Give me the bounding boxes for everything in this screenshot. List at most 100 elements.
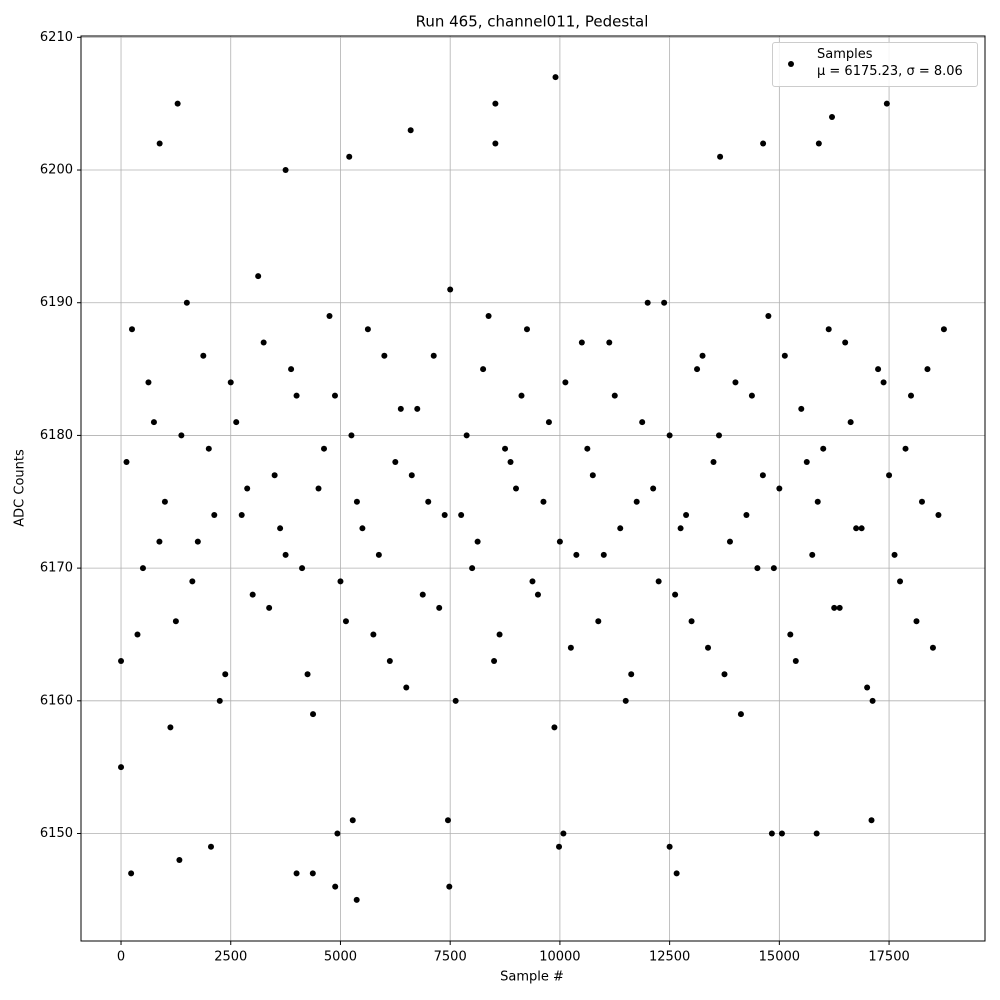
point <box>469 565 476 572</box>
point <box>334 830 341 837</box>
point <box>815 140 822 147</box>
point <box>216 697 223 704</box>
point <box>836 604 843 611</box>
point <box>326 312 333 319</box>
point <box>485 312 492 319</box>
point <box>883 100 890 107</box>
grid <box>81 36 985 941</box>
point <box>595 618 602 625</box>
point <box>666 843 673 850</box>
point <box>768 830 775 837</box>
point <box>353 498 360 505</box>
point <box>759 472 766 479</box>
point <box>447 286 454 293</box>
point <box>249 591 256 598</box>
point <box>392 458 399 465</box>
y-tick-label: 6210 <box>40 30 73 45</box>
point <box>407 127 414 134</box>
point <box>924 366 931 373</box>
point <box>342 618 349 625</box>
point <box>891 551 898 558</box>
point <box>282 167 289 174</box>
point <box>176 857 183 864</box>
point <box>737 711 744 718</box>
point <box>540 498 547 505</box>
point <box>128 870 135 877</box>
point <box>458 512 465 519</box>
point <box>699 352 706 359</box>
point <box>809 551 816 558</box>
point <box>556 538 563 545</box>
point <box>444 817 451 824</box>
point <box>255 273 262 280</box>
point <box>935 512 942 519</box>
point <box>589 472 596 479</box>
point <box>480 366 487 373</box>
point <box>414 405 421 412</box>
point <box>353 896 360 903</box>
point <box>430 352 437 359</box>
point <box>628 671 635 678</box>
point <box>897 578 904 585</box>
point <box>880 379 887 386</box>
point <box>523 326 530 333</box>
point <box>717 153 724 160</box>
point <box>694 366 701 373</box>
point <box>913 618 920 625</box>
point <box>787 631 794 638</box>
point <box>492 140 499 147</box>
point <box>688 618 695 625</box>
point <box>156 538 163 545</box>
point <box>869 697 876 704</box>
point <box>452 697 459 704</box>
point <box>386 658 393 665</box>
point <box>644 299 651 306</box>
point <box>178 432 185 439</box>
point <box>463 432 470 439</box>
x-tick-label: 15000 <box>759 950 800 965</box>
point <box>513 485 520 492</box>
point <box>288 366 295 373</box>
point <box>573 551 580 558</box>
point <box>534 591 541 598</box>
x-tick-label: 12500 <box>649 950 690 965</box>
point <box>397 405 404 412</box>
x-tick-label: 5000 <box>324 950 357 965</box>
point <box>349 817 356 824</box>
point <box>831 604 838 611</box>
point <box>238 512 245 519</box>
point <box>381 352 388 359</box>
point <box>677 525 684 532</box>
point <box>315 485 322 492</box>
point <box>562 379 569 386</box>
point <box>556 843 563 850</box>
point <box>496 631 503 638</box>
point <box>502 445 509 452</box>
plot-area <box>81 36 985 941</box>
point <box>260 339 267 346</box>
point <box>408 472 415 479</box>
point <box>205 445 212 452</box>
point <box>743 512 750 519</box>
point <box>172 618 179 625</box>
point <box>207 843 214 850</box>
point <box>348 432 355 439</box>
point <box>864 684 871 691</box>
point <box>118 764 125 771</box>
point <box>419 591 426 598</box>
point <box>222 671 229 678</box>
point <box>798 405 805 412</box>
point <box>853 525 860 532</box>
point <box>748 392 755 399</box>
y-tick-label: 6170 <box>40 561 73 576</box>
point <box>200 352 207 359</box>
point <box>364 326 371 333</box>
point <box>617 525 624 532</box>
point <box>886 472 893 479</box>
point <box>560 830 567 837</box>
point <box>683 512 690 519</box>
x-tick-label: 10000 <box>539 950 580 965</box>
point <box>211 512 218 519</box>
point <box>600 551 607 558</box>
point <box>529 578 536 585</box>
